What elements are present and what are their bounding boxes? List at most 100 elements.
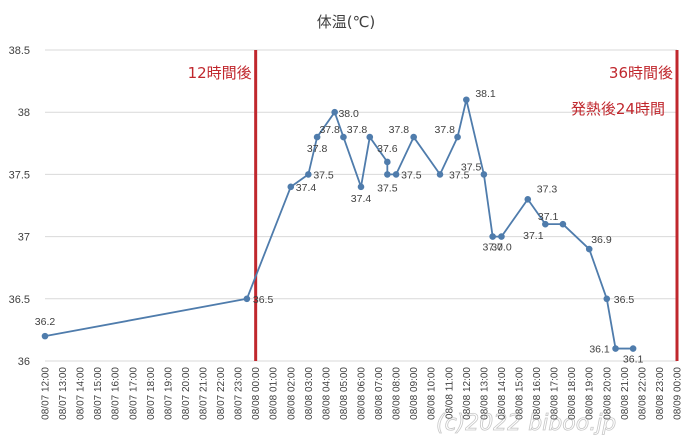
data-point-19 — [524, 195, 532, 203]
x-tick-label: 08/08 22:00 — [637, 367, 648, 420]
data-point-6 — [340, 133, 347, 141]
data-label-16: 37.5 — [461, 161, 482, 173]
x-tick-label: 08/08 17:00 — [550, 367, 561, 420]
data-label-3: 37.5 — [313, 169, 334, 181]
x-tick-label: 08/09 00:00 — [673, 367, 684, 420]
x-tick-label: 08/08 10:00 — [427, 367, 438, 420]
data-label-0: 36.2 — [35, 316, 56, 328]
x-tick-label: 08/08 06:00 — [357, 367, 368, 420]
y-axis-ticks: 36 36.5 37 37.5 38 38.5 — [9, 45, 30, 368]
annotation-label-0: 12時間後 — [188, 64, 252, 82]
x-tick-label: 08/07 18:00 — [146, 367, 157, 420]
data-labels: 36.236.537.437.537.838.037.837.437.837.6… — [35, 88, 644, 366]
data-point-4 — [313, 133, 321, 141]
data-point-14 — [454, 133, 461, 141]
x-tick-label: 08/08 13:00 — [479, 367, 490, 420]
data-point-5 — [331, 108, 338, 116]
data-label-11: 37.5 — [401, 169, 422, 181]
data-point-16 — [480, 171, 488, 178]
data-point-11 — [392, 171, 400, 178]
x-tick-label: 08/08 20:00 — [602, 367, 613, 420]
data-point-21 — [559, 220, 567, 228]
data-point-23 — [603, 295, 611, 303]
data-point-13 — [436, 171, 444, 178]
data-label-18: 37.0 — [491, 242, 512, 254]
x-tick-label: 08/08 04:00 — [321, 367, 332, 420]
data-label-17: 37.0 — [482, 242, 503, 254]
x-tick-label: 08/08 01:00 — [269, 367, 280, 420]
data-point-24 — [612, 345, 619, 352]
x-tick-label: 08/08 05:00 — [339, 367, 350, 420]
x-tick-label: 08/08 15:00 — [515, 367, 526, 420]
grid — [45, 49, 677, 362]
data-point-22 — [585, 245, 593, 253]
x-tick-label: 08/08 14:00 — [497, 367, 508, 420]
x-tick-label: 08/08 07:00 — [374, 367, 385, 420]
x-tick-label: 08/08 11:00 — [444, 367, 455, 420]
data-point-12 — [410, 133, 417, 141]
x-tick-label: 08/08 19:00 — [585, 367, 596, 420]
data-label-6: 37.8 — [319, 124, 340, 136]
data-label-10: 37.5 — [377, 182, 398, 194]
data-label-2: 37.4 — [296, 182, 317, 194]
y-tick-label: 38.5 — [9, 45, 30, 57]
data-label-7: 37.4 — [351, 193, 372, 205]
data-label-12: 37.8 — [389, 124, 410, 136]
x-tick-label: 08/07 14:00 — [76, 367, 87, 420]
data-point-9 — [384, 158, 391, 166]
x-tick-label: 08/08 23:00 — [655, 367, 666, 420]
data-point-3 — [305, 171, 312, 178]
data-point-0 — [41, 332, 49, 340]
x-axis-ticks: 08/07 12:00 08/07 13:00 08/07 14:00 08/07 1… — [41, 367, 684, 420]
x-tick-label: 08/08 02:00 — [286, 367, 297, 420]
x-tick-label: 08/07 12:00 — [41, 367, 52, 420]
data-point-25 — [629, 345, 637, 352]
x-tick-label: 08/08 16:00 — [532, 367, 543, 420]
data-point-8 — [366, 133, 374, 141]
x-tick-label: 08/08 21:00 — [620, 367, 631, 420]
data-point-17 — [489, 233, 496, 240]
data-label-24: 36.1 — [589, 344, 610, 356]
data-label-15: 38.1 — [475, 88, 496, 100]
x-tick-label: 08/07 17:00 — [128, 367, 139, 420]
x-tick-label: 08/07 20:00 — [181, 367, 192, 420]
x-tick-label: 08/08 03:00 — [304, 367, 315, 420]
annotation-label-1: 36時間後 — [609, 64, 673, 82]
x-tick-label: 08/07 22:00 — [216, 367, 227, 420]
data-label-21: 37.1 — [538, 211, 559, 223]
watermark: (c)2022 biboo.jp — [436, 411, 616, 436]
x-tick-label: 08/08 12:00 — [462, 367, 473, 420]
y-tick-label: 36.5 — [9, 294, 30, 306]
data-label-23: 36.5 — [614, 294, 635, 306]
x-tick-label: 08/08 09:00 — [409, 367, 420, 420]
y-tick-label: 37 — [18, 232, 30, 244]
y-tick-label: 38 — [18, 107, 30, 119]
data-point-18 — [498, 233, 505, 240]
data-point-2 — [287, 183, 295, 191]
x-tick-label: 08/07 16:00 — [111, 367, 122, 420]
x-tick-label: 08/07 19:00 — [163, 367, 174, 420]
data-point-20 — [542, 220, 549, 228]
data-label-9: 37.6 — [377, 143, 398, 155]
data-label-8: 37.8 — [347, 124, 368, 136]
x-tick-label: 08/07 15:00 — [93, 367, 104, 420]
annotation-sublabel-1: 発熱後24時間 — [571, 100, 665, 118]
data-label-20: 37.1 — [523, 230, 544, 242]
data-label-13: 37.5 — [449, 169, 470, 181]
x-tick-label: 08/08 00:00 — [251, 367, 262, 420]
data-label-19: 37.3 — [537, 183, 558, 195]
data-point-7 — [357, 183, 365, 191]
data-label-22: 36.9 — [591, 234, 612, 246]
y-tick-label: 36 — [18, 356, 30, 368]
chart-title: 体温(℃) — [317, 13, 376, 31]
data-label-5: 38.0 — [338, 108, 359, 120]
data-point-1 — [243, 295, 251, 303]
y-tick-label: 37.5 — [9, 169, 30, 181]
data-label-4: 37.8 — [307, 143, 328, 155]
x-tick-label: 08/08 18:00 — [567, 367, 578, 420]
data-label-14: 37.8 — [435, 124, 456, 136]
x-tick-label: 08/07 13:00 — [58, 367, 69, 420]
x-tick-label: 08/07 23:00 — [234, 367, 245, 420]
data-point-10 — [384, 171, 391, 178]
